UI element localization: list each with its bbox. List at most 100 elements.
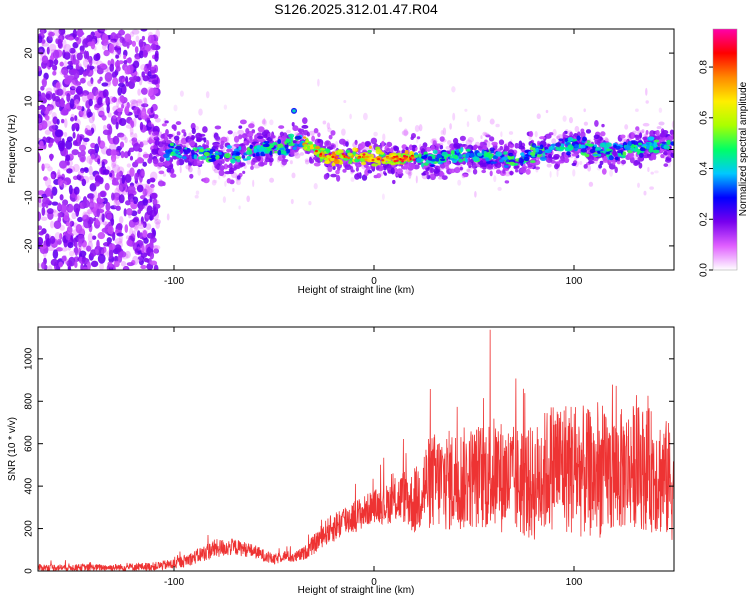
heatmap-cell (349, 113, 352, 120)
heatmap-cell (233, 135, 240, 143)
heatmap-cell (97, 232, 106, 240)
heatmap-cell (549, 171, 552, 178)
heatmap-cell (263, 117, 266, 125)
heatmap-cell (484, 132, 489, 137)
heatmap-cell (144, 185, 151, 193)
heatmap-cell (71, 59, 80, 65)
heatmap-cell (58, 29, 66, 36)
heatmap-cell (341, 128, 346, 136)
heatmap-cell (49, 153, 53, 162)
heatmap-cell (386, 156, 390, 159)
heatmap-cell (94, 181, 100, 187)
heatmap-cell (89, 59, 93, 66)
heatmap-cell (73, 70, 80, 80)
heatmap-cell (539, 136, 546, 140)
heatmap-cell (373, 159, 381, 164)
heatmap-cell (102, 129, 110, 136)
heatmap-cell (291, 122, 295, 127)
heatmap-cell (109, 261, 113, 269)
heatmap-cell (489, 170, 493, 177)
heatmap-cell (593, 144, 597, 148)
heatmap-cell (458, 153, 463, 159)
heatmap-cell (59, 224, 65, 231)
colorbar-label: Normalized spectral amplitude (738, 81, 749, 216)
heatmap-cell (87, 91, 94, 102)
heatmap-cell (124, 250, 131, 259)
heatmap-cell (94, 248, 99, 254)
heatmap-cell (308, 130, 316, 136)
heatmap-cell (150, 192, 158, 200)
heatmap-cell (104, 72, 113, 82)
heatmap-cell (284, 144, 289, 149)
heatmap-cell (515, 168, 519, 173)
heatmap-cell (82, 211, 88, 220)
heatmap-cell (546, 163, 552, 168)
heatmap-cell (141, 245, 145, 254)
heatmap-cell (136, 108, 140, 115)
heatmap-cell (167, 133, 174, 138)
heatmap-cell (486, 164, 494, 168)
heatmap-cell (75, 88, 83, 94)
heatmap-cell (364, 158, 368, 161)
heatmap-cell (111, 162, 117, 168)
heatmap-cell (269, 177, 275, 183)
heatmap-cell (499, 145, 504, 151)
heatmap-cell (72, 131, 76, 139)
heatmap-cell (109, 63, 115, 72)
heatmap-cell (114, 237, 123, 245)
heatmap-cell (147, 157, 153, 164)
heatmap-cell (43, 120, 52, 127)
heatmap-cell (91, 35, 98, 42)
heatmap-cell (326, 122, 331, 130)
heatmap-cell (202, 144, 210, 149)
heatmap-cell (504, 145, 510, 152)
heatmap-cell (249, 144, 253, 149)
heatmap-cell (322, 155, 326, 158)
heatmap-cell (379, 151, 385, 155)
heatmap-cell (79, 77, 86, 84)
heatmap-cell (226, 145, 232, 149)
heatmap-cell (76, 174, 82, 181)
heatmap-cell (421, 172, 426, 176)
heatmap-cell (535, 147, 539, 153)
heatmap-cell (123, 54, 127, 60)
heatmap-cell (129, 167, 135, 177)
heatmap-cell (514, 164, 520, 169)
heatmap-cell (601, 123, 605, 128)
heatmap-cell (381, 140, 385, 147)
heatmap-cell (142, 49, 148, 58)
heatmap-cell (360, 161, 367, 166)
heatmap-cell (250, 165, 254, 170)
heatmap-cell (383, 172, 388, 176)
heatmap-cell (94, 97, 99, 106)
heatmap-cell (131, 40, 137, 47)
heatmap-cell (432, 149, 438, 155)
heatmap-cell (124, 33, 132, 42)
heatmap-cell (277, 134, 282, 140)
heatmap-cell (249, 135, 253, 141)
heatmap-cell (648, 136, 655, 141)
heatmap-cell (472, 156, 480, 162)
heatmap-cell (74, 197, 79, 203)
heatmap-cell (97, 253, 106, 264)
heatmap-cell (53, 58, 59, 66)
heatmap-cell (447, 140, 452, 145)
heatmap-cell (38, 35, 43, 44)
heatmap-cell (424, 146, 432, 152)
heatmap-cell (53, 84, 58, 93)
heatmap-cell (129, 125, 134, 136)
heatmap-cell (87, 208, 93, 214)
heatmap-cell (110, 153, 117, 163)
heatmap-cell (166, 213, 170, 221)
heatmap-cell (555, 142, 562, 147)
snr-y-tick-label: 200 (24, 520, 35, 537)
heatmap-cell (76, 31, 85, 36)
heatmap-cell (39, 244, 47, 249)
heatmap-cell (87, 148, 96, 155)
heatmap-cell (509, 153, 514, 157)
heatmap-cell (86, 261, 91, 270)
heatmap-cell (354, 158, 360, 163)
heatmap-cell (558, 157, 565, 165)
heatmap-cell (452, 112, 456, 121)
heatmap-cell (113, 260, 120, 268)
